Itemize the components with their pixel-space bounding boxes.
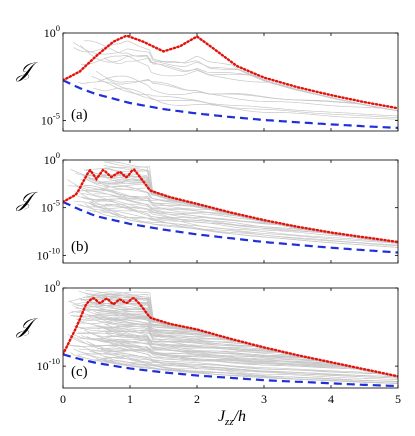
plot-frame	[62, 159, 399, 264]
background-curve	[87, 209, 398, 248]
background-curve	[91, 298, 398, 378]
plot-frame	[62, 287, 399, 389]
x-tick-label: 0	[60, 392, 66, 406]
background-curve	[81, 55, 398, 112]
y-axis-label: 𝒥	[16, 187, 39, 211]
background-curve	[78, 81, 398, 119]
x-axis-label-tail: /h	[233, 408, 246, 425]
background-curve	[96, 359, 398, 383]
min-envelope-line	[63, 353, 398, 388]
background-curves	[73, 40, 398, 120]
panel-label: (b)	[71, 239, 89, 255]
background-curve	[73, 200, 398, 247]
background-curves	[66, 289, 398, 384]
background-curves	[67, 161, 398, 248]
panel-a: 100 10-5 𝒥 (a)	[16, 23, 399, 132]
background-curve	[98, 75, 398, 112]
panel-label: (c)	[71, 364, 88, 380]
background-curve	[71, 312, 398, 378]
max-envelope-line	[63, 34, 398, 110]
background-curve	[91, 75, 398, 117]
background-curve	[103, 361, 398, 382]
plot-area	[63, 289, 398, 388]
max-envelope-line	[63, 168, 398, 244]
panel-label: (a)	[71, 107, 88, 123]
x-axis-label-main: J	[218, 408, 226, 425]
y-tick-label: 100	[44, 150, 60, 167]
background-curve	[82, 174, 398, 244]
background-curve	[106, 78, 398, 112]
panel-b: 100 10-5 10-10 𝒥 (b)	[16, 150, 399, 264]
panel-c: 0 1 2 3 4 5 100 10-10 𝒥 (c)	[16, 278, 401, 406]
plot-frame	[62, 32, 399, 132]
background-curve	[66, 344, 398, 379]
x-tick-label: 2	[194, 392, 200, 406]
x-tick-label: 3	[261, 392, 267, 406]
y-tick-label: 100	[44, 23, 60, 40]
plot-area	[63, 34, 398, 129]
y-tick-label: 10-10	[37, 245, 60, 262]
min-envelope-line	[63, 200, 398, 254]
background-curve	[84, 40, 398, 112]
x-tick-label: 5	[395, 392, 401, 406]
background-curve	[83, 169, 398, 244]
background-curve	[86, 354, 398, 384]
x-tick-label: 1	[127, 392, 133, 406]
background-curve	[93, 87, 398, 120]
background-curve	[70, 352, 398, 380]
x-tick-label: 4	[328, 392, 334, 406]
background-curve	[98, 185, 398, 244]
x-axis-label-sub: zz	[224, 416, 234, 428]
y-tick-label: 10-5	[41, 198, 60, 215]
background-curve	[87, 179, 398, 244]
background-curve	[103, 351, 398, 378]
y-axis-label: 𝒥	[16, 58, 39, 82]
y-tick-label: 10-5	[41, 111, 60, 128]
y-axis-label: 𝒥	[16, 314, 39, 338]
min-envelope-line	[63, 79, 398, 129]
y-tick-label: 100	[44, 278, 60, 295]
background-curve	[80, 45, 398, 112]
plot-area	[63, 161, 398, 254]
background-curve	[78, 348, 398, 378]
background-curve	[95, 70, 398, 112]
x-axis-label: Jzz/h	[218, 408, 246, 428]
background-curve	[82, 196, 398, 244]
background-curve	[84, 203, 398, 246]
background-curve	[73, 42, 398, 112]
y-tick-label: 10-10	[37, 356, 60, 373]
background-curve	[67, 344, 398, 378]
background-curve	[79, 204, 398, 244]
max-envelope-line	[63, 296, 398, 378]
